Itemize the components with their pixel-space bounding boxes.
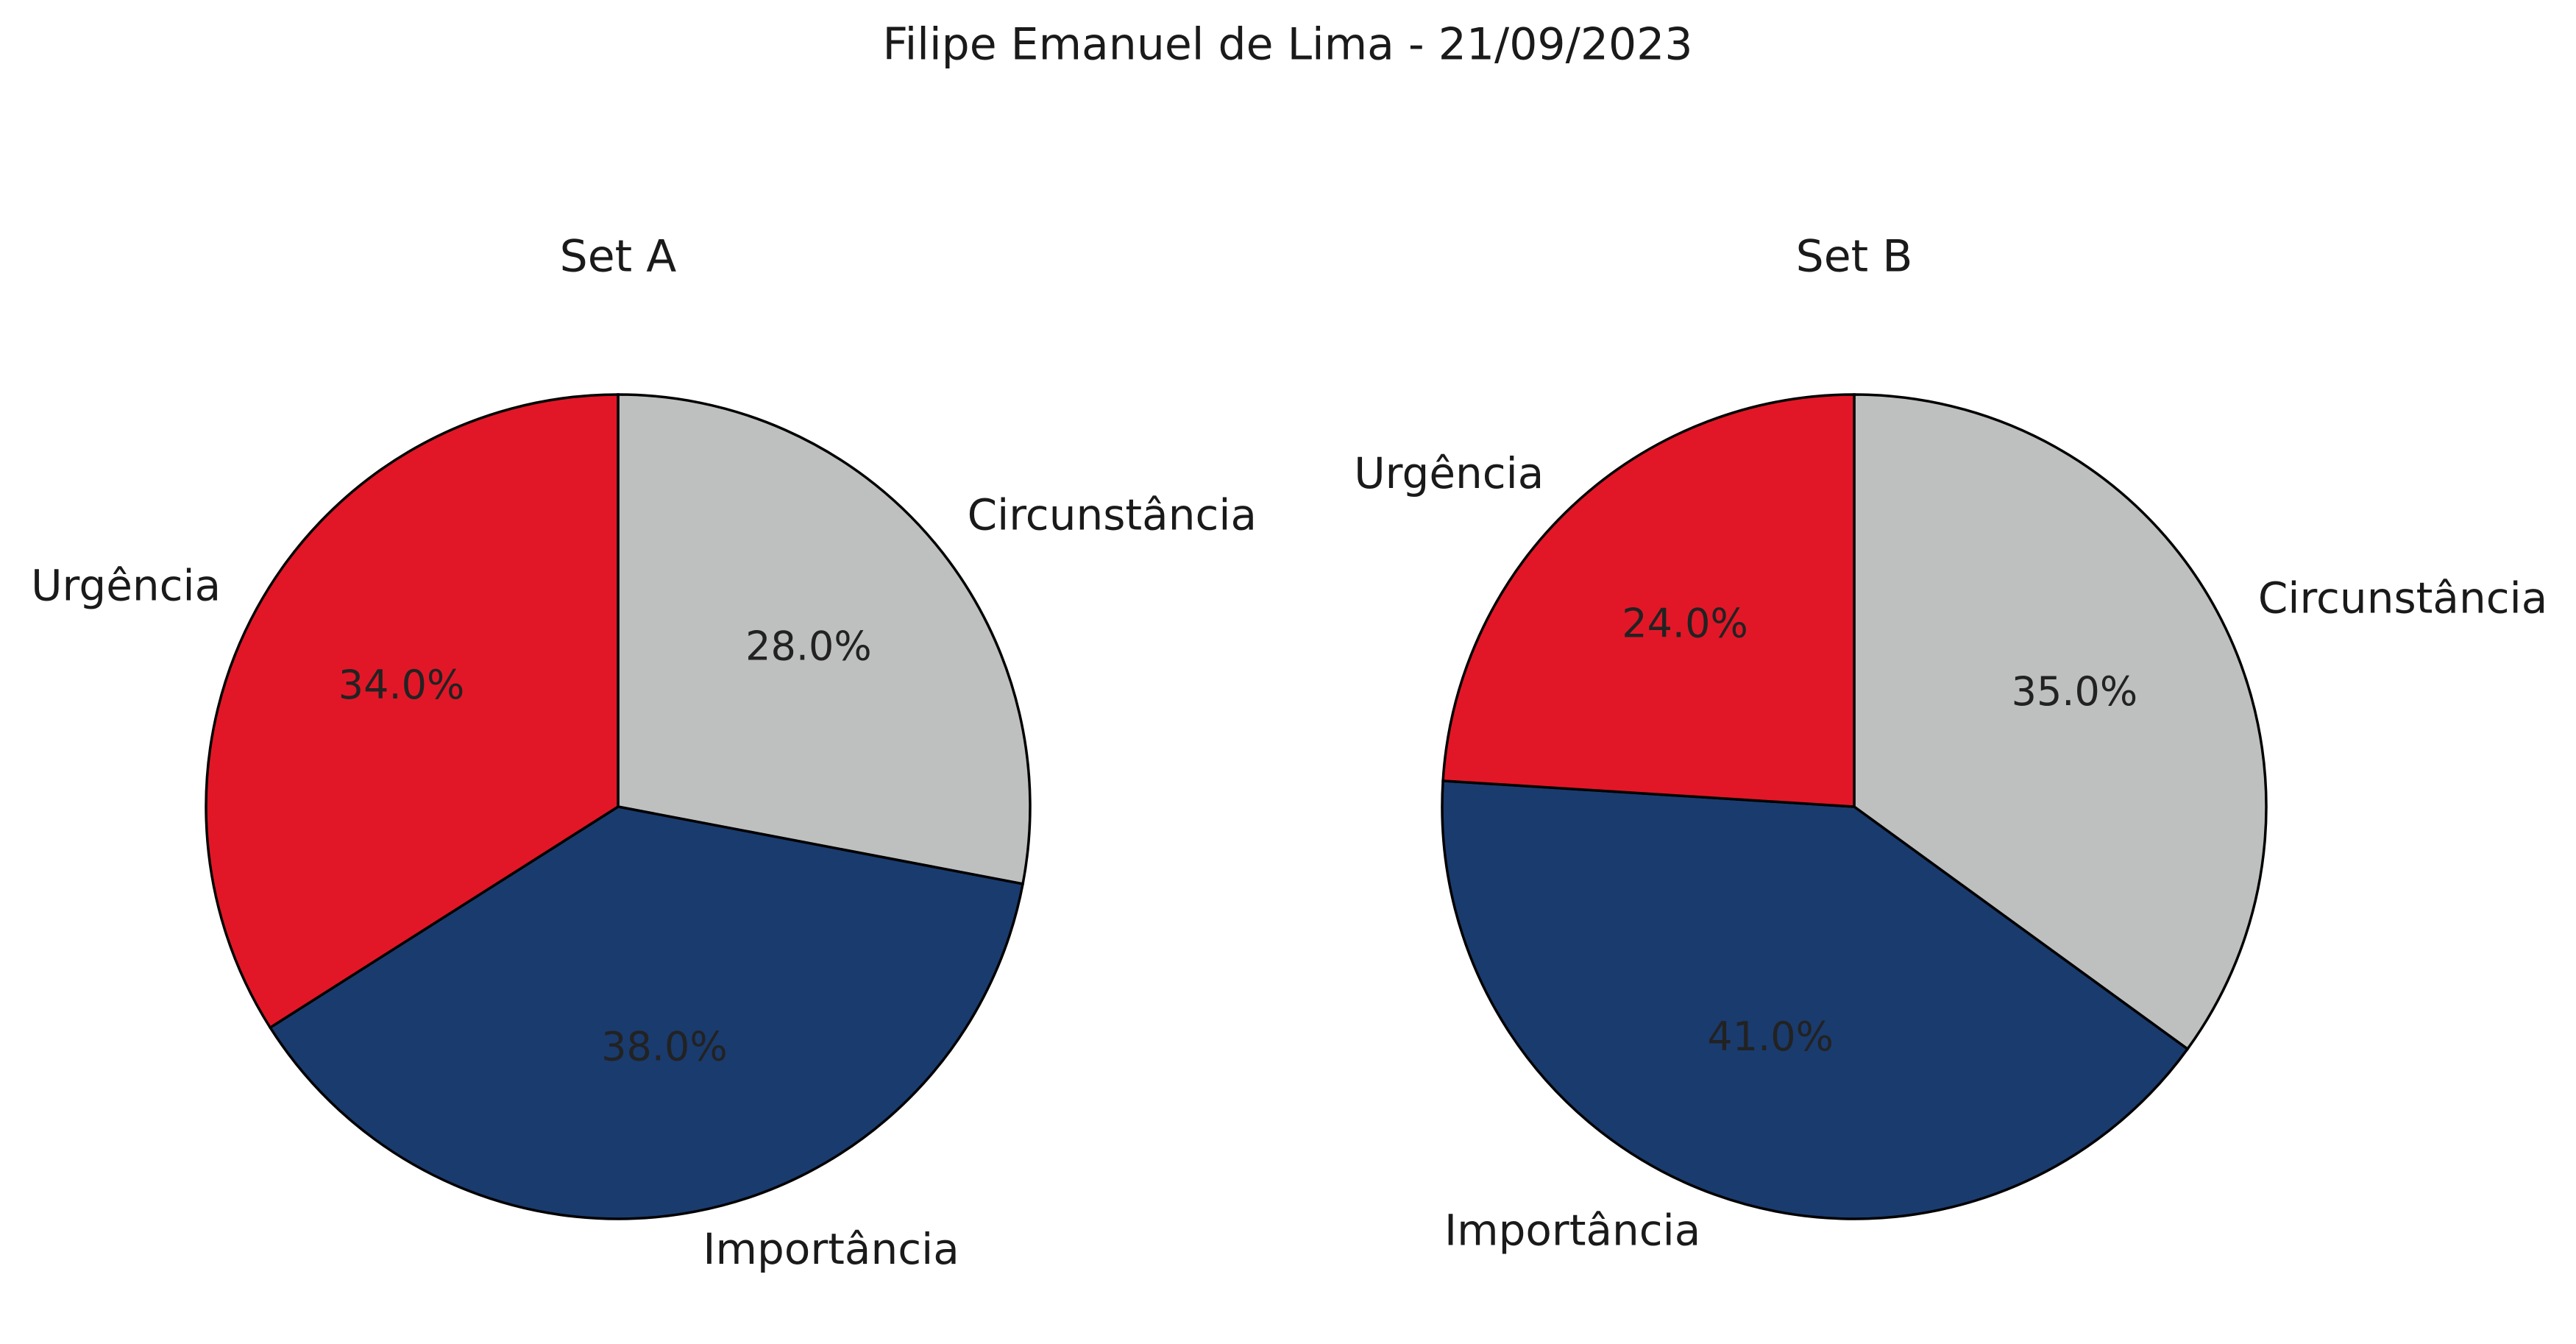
figure-title: Filipe Emanuel de Lima - 21/09/2023 [882, 19, 1692, 71]
pie-slice-circunstancia [1853, 393, 2268, 1051]
pie-subtitle: Set A [560, 231, 677, 283]
pie-chart-set-a: Set A 28.0% Circunstância 38.0% Importância… [31, 231, 1257, 1275]
pie-slice-urgencia [1441, 393, 1856, 808]
pie-percent-label: 34.0% [338, 662, 465, 708]
pie-category-label: Urgência [1354, 448, 1544, 498]
pie-category-label: Circunstância [968, 489, 1257, 540]
pie-slice-circunstancia [617, 393, 1032, 885]
pie-percent-label: 24.0% [1622, 601, 1748, 647]
pie-chart-set-b: Set B 35.0% Circunstância 41.0% Importância… [1354, 231, 2547, 1256]
pie-slice-importancia [268, 805, 1025, 1220]
pie-percent-label: 41.0% [1707, 1014, 1834, 1060]
pie-slice-urgencia [205, 393, 620, 1030]
pie-percent-label: 38.0% [601, 1024, 728, 1070]
pie-slice-importancia [1441, 779, 2190, 1220]
pie-subtitle: Set B [1796, 231, 1913, 283]
pie-category-label: Importância [703, 1224, 959, 1274]
pie-category-label: Circunstância [2258, 573, 2547, 623]
pie-percent-label: 28.0% [745, 623, 872, 669]
pie-category-label: Importância [1444, 1206, 1700, 1256]
pie-category-label: Urgência [31, 560, 221, 610]
pie-percent-label: 35.0% [2012, 668, 2138, 715]
